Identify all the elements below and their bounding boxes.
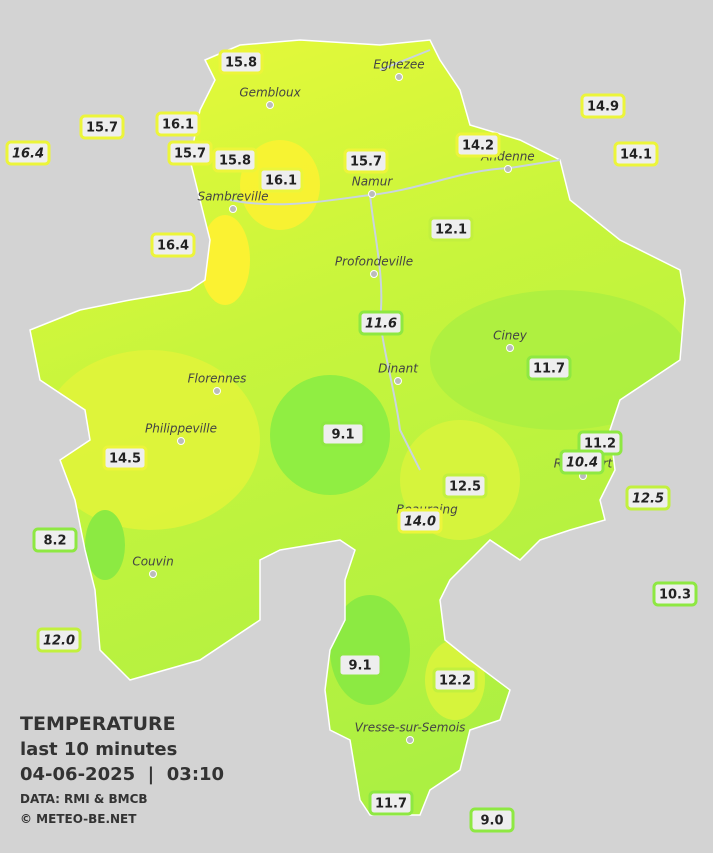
town-label: Ciney — [493, 329, 528, 343]
station-value: 15.8 — [219, 154, 251, 169]
station-value: 14.5 — [109, 452, 141, 467]
station-box — [258, 167, 304, 193]
station-value: 12.5 — [632, 492, 664, 507]
station-box — [212, 147, 258, 173]
town-dot — [266, 101, 274, 109]
town-label: Sambreville — [197, 190, 268, 204]
station-value: 12.1 — [435, 223, 467, 238]
town-label: Florennes — [188, 372, 247, 386]
station-value: 9.1 — [348, 659, 371, 674]
town-dot — [229, 205, 237, 213]
legend-copyright: © METEO-BE.NET — [20, 812, 137, 826]
station-value: 14.1 — [620, 148, 652, 163]
station-box — [368, 790, 414, 816]
station-box — [155, 111, 201, 137]
station-box — [102, 445, 148, 471]
station-box — [320, 421, 366, 447]
station-value: 15.7 — [86, 121, 118, 136]
station-box — [559, 449, 605, 475]
station-value: 11.7 — [533, 362, 565, 377]
station-box — [455, 132, 501, 158]
station-value: 11.7 — [375, 797, 407, 812]
station-value: 12.0 — [43, 634, 75, 649]
station-box — [79, 114, 125, 140]
station-box — [652, 581, 698, 607]
town-label: Profondeville — [335, 255, 413, 269]
station-value: 9.1 — [331, 428, 354, 443]
legend-subtitle: last 10 minutes — [20, 739, 177, 760]
station-value: 15.7 — [350, 155, 382, 170]
town-label: Dinant — [378, 362, 419, 376]
town-label: Couvin — [132, 555, 173, 569]
station-box — [397, 508, 443, 534]
station-box — [432, 667, 478, 693]
town-label: Namur — [352, 175, 394, 189]
station-value: 9.0 — [480, 814, 503, 829]
town-label: Philippeville — [145, 422, 217, 436]
station-value: 16.1 — [162, 118, 194, 133]
station-value: 11.6 — [365, 317, 397, 332]
station-box — [526, 355, 572, 381]
town-label: Vresse-sur-Semois — [355, 721, 466, 735]
town-dot — [177, 437, 185, 445]
town-dot — [370, 270, 378, 278]
legend-title: TEMPERATURE — [20, 713, 176, 735]
station-value: 16.4 — [12, 147, 44, 162]
station-box — [428, 216, 474, 242]
station-box — [613, 141, 659, 167]
station-value: 14.9 — [587, 100, 619, 115]
legend-source: DATA: RMI & BMCB — [20, 792, 148, 806]
station-value: 8.2 — [43, 534, 66, 549]
station-value: 16.4 — [157, 239, 189, 254]
station-value: 12.2 — [439, 674, 471, 689]
station-value: 10.4 — [566, 456, 598, 471]
station-box — [343, 148, 389, 174]
town-dot — [506, 344, 514, 352]
town-dot — [394, 377, 402, 385]
station-box — [442, 473, 488, 499]
town-dot — [406, 736, 414, 744]
town-label: Gembloux — [239, 86, 301, 100]
town-dot — [368, 190, 376, 198]
legend: TEMPERATURE last 10 minutes 04-06-2025 |… — [20, 713, 224, 826]
town-label: Eghezee — [373, 58, 424, 72]
station-value: 14.2 — [462, 139, 494, 154]
station-box — [218, 49, 264, 75]
station-box — [32, 527, 78, 553]
station-value: 10.3 — [659, 588, 691, 603]
town-dot — [395, 73, 403, 81]
station-box — [36, 627, 82, 653]
station-value: 15.7 — [174, 147, 206, 162]
town-dot — [504, 165, 512, 173]
station-value: 12.5 — [449, 480, 481, 495]
station-box — [5, 140, 51, 166]
station-value: 15.8 — [225, 56, 257, 71]
station-box — [580, 93, 626, 119]
station-box — [469, 807, 515, 833]
legend-datetime: 04-06-2025 | 03:10 — [20, 764, 224, 785]
town-dot — [213, 387, 221, 395]
station-value: 16.1 — [265, 174, 297, 189]
station-value: 11.2 — [584, 437, 616, 452]
station-box — [358, 310, 404, 336]
station-box — [625, 485, 671, 511]
station-value: 14.0 — [404, 515, 436, 530]
station-box — [337, 652, 383, 678]
station-box — [150, 232, 196, 258]
station-box — [167, 140, 213, 166]
town-dot — [149, 570, 157, 578]
